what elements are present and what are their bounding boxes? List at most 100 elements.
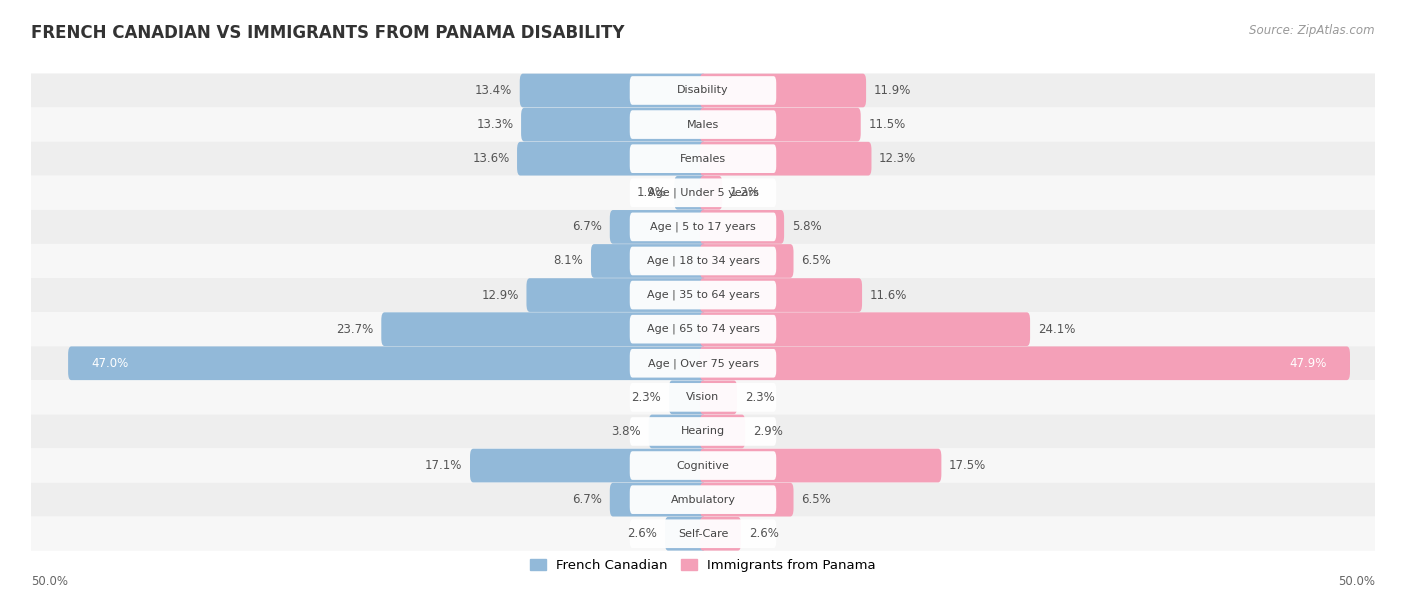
Text: 2.3%: 2.3% [745, 391, 775, 404]
FancyBboxPatch shape [700, 449, 942, 482]
Text: 1.2%: 1.2% [730, 186, 759, 200]
FancyBboxPatch shape [700, 381, 737, 414]
FancyBboxPatch shape [630, 144, 776, 173]
FancyBboxPatch shape [31, 517, 1375, 551]
FancyBboxPatch shape [630, 315, 776, 343]
Text: 50.0%: 50.0% [31, 575, 67, 588]
Text: 2.6%: 2.6% [627, 528, 657, 540]
Text: 11.6%: 11.6% [870, 289, 907, 302]
FancyBboxPatch shape [700, 483, 793, 517]
FancyBboxPatch shape [630, 451, 776, 480]
FancyBboxPatch shape [630, 281, 776, 310]
Text: Age | 18 to 34 years: Age | 18 to 34 years [647, 256, 759, 266]
FancyBboxPatch shape [700, 414, 745, 449]
FancyBboxPatch shape [700, 176, 723, 210]
Text: 13.6%: 13.6% [472, 152, 509, 165]
FancyBboxPatch shape [31, 312, 1375, 346]
Text: 8.1%: 8.1% [554, 255, 583, 267]
FancyBboxPatch shape [630, 485, 776, 514]
Text: 3.8%: 3.8% [612, 425, 641, 438]
FancyBboxPatch shape [630, 179, 776, 207]
Text: 13.3%: 13.3% [477, 118, 513, 131]
FancyBboxPatch shape [630, 349, 776, 378]
Text: 6.5%: 6.5% [801, 255, 831, 267]
FancyBboxPatch shape [522, 108, 706, 141]
Text: 47.0%: 47.0% [91, 357, 129, 370]
FancyBboxPatch shape [31, 449, 1375, 483]
FancyBboxPatch shape [31, 414, 1375, 449]
FancyBboxPatch shape [700, 108, 860, 141]
Text: Vision: Vision [686, 392, 720, 402]
FancyBboxPatch shape [700, 278, 862, 312]
FancyBboxPatch shape [675, 176, 706, 210]
Text: Source: ZipAtlas.com: Source: ZipAtlas.com [1250, 24, 1375, 37]
FancyBboxPatch shape [700, 312, 1031, 346]
Text: 2.9%: 2.9% [752, 425, 783, 438]
FancyBboxPatch shape [630, 417, 776, 446]
FancyBboxPatch shape [517, 142, 706, 176]
FancyBboxPatch shape [31, 278, 1375, 312]
FancyBboxPatch shape [31, 73, 1375, 108]
Text: Females: Females [681, 154, 725, 163]
Text: Age | 35 to 64 years: Age | 35 to 64 years [647, 290, 759, 300]
Text: 23.7%: 23.7% [336, 323, 374, 335]
FancyBboxPatch shape [630, 383, 776, 412]
FancyBboxPatch shape [630, 247, 776, 275]
Text: 12.3%: 12.3% [879, 152, 917, 165]
FancyBboxPatch shape [31, 346, 1375, 380]
FancyBboxPatch shape [700, 517, 741, 551]
FancyBboxPatch shape [630, 76, 776, 105]
Text: 2.3%: 2.3% [631, 391, 661, 404]
FancyBboxPatch shape [31, 108, 1375, 141]
Text: Age | 65 to 74 years: Age | 65 to 74 years [647, 324, 759, 334]
Text: Males: Males [688, 119, 718, 130]
Text: 17.5%: 17.5% [949, 459, 986, 472]
FancyBboxPatch shape [31, 176, 1375, 210]
FancyBboxPatch shape [700, 73, 866, 107]
FancyBboxPatch shape [31, 141, 1375, 176]
FancyBboxPatch shape [630, 212, 776, 241]
Text: 50.0%: 50.0% [1339, 575, 1375, 588]
Text: 11.9%: 11.9% [873, 84, 911, 97]
FancyBboxPatch shape [520, 73, 706, 107]
Text: Disability: Disability [678, 86, 728, 95]
FancyBboxPatch shape [630, 520, 776, 548]
Text: 11.5%: 11.5% [869, 118, 905, 131]
FancyBboxPatch shape [665, 517, 706, 551]
FancyBboxPatch shape [31, 244, 1375, 278]
FancyBboxPatch shape [470, 449, 706, 482]
Text: 24.1%: 24.1% [1038, 323, 1076, 335]
Text: 6.7%: 6.7% [572, 493, 602, 506]
Text: 5.8%: 5.8% [792, 220, 821, 233]
Text: 12.9%: 12.9% [481, 289, 519, 302]
FancyBboxPatch shape [700, 142, 872, 176]
FancyBboxPatch shape [67, 346, 706, 380]
FancyBboxPatch shape [31, 380, 1375, 414]
Text: Age | Under 5 years: Age | Under 5 years [648, 187, 758, 198]
FancyBboxPatch shape [31, 210, 1375, 244]
FancyBboxPatch shape [669, 381, 706, 414]
FancyBboxPatch shape [591, 244, 706, 278]
Text: Ambulatory: Ambulatory [671, 494, 735, 505]
Text: Cognitive: Cognitive [676, 461, 730, 471]
FancyBboxPatch shape [610, 483, 706, 517]
FancyBboxPatch shape [648, 414, 706, 449]
FancyBboxPatch shape [526, 278, 706, 312]
FancyBboxPatch shape [381, 312, 706, 346]
Text: Hearing: Hearing [681, 427, 725, 436]
FancyBboxPatch shape [630, 110, 776, 139]
Text: 47.9%: 47.9% [1289, 357, 1327, 370]
Text: Self-Care: Self-Care [678, 529, 728, 539]
FancyBboxPatch shape [700, 346, 1350, 380]
FancyBboxPatch shape [700, 210, 785, 244]
Text: 6.5%: 6.5% [801, 493, 831, 506]
Text: 2.6%: 2.6% [749, 528, 779, 540]
Text: 13.4%: 13.4% [475, 84, 512, 97]
FancyBboxPatch shape [31, 483, 1375, 517]
Text: FRENCH CANADIAN VS IMMIGRANTS FROM PANAMA DISABILITY: FRENCH CANADIAN VS IMMIGRANTS FROM PANAM… [31, 24, 624, 42]
Text: Age | Over 75 years: Age | Over 75 years [648, 358, 758, 368]
Text: 6.7%: 6.7% [572, 220, 602, 233]
FancyBboxPatch shape [610, 210, 706, 244]
Legend: French Canadian, Immigrants from Panama: French Canadian, Immigrants from Panama [524, 554, 882, 578]
Text: Age | 5 to 17 years: Age | 5 to 17 years [650, 222, 756, 232]
